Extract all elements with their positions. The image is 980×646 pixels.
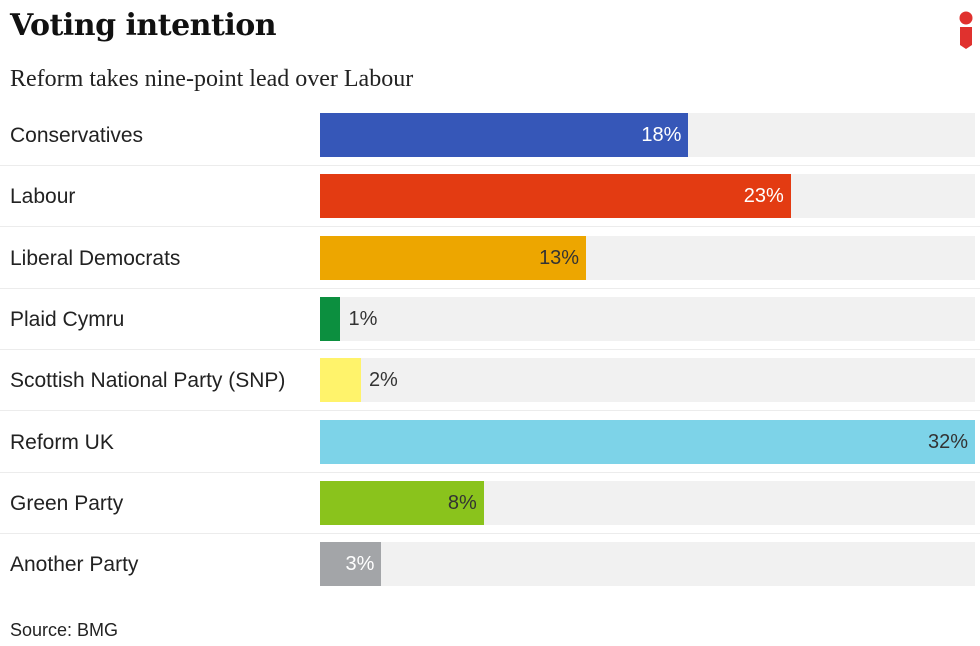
row-divider [0, 410, 980, 412]
source-note: Source: BMG [10, 620, 119, 640]
row-divider [0, 471, 980, 473]
bar-track: 13% [320, 235, 975, 280]
value-label: 32% [927, 430, 968, 453]
bar-row: Plaid Cymru 1% [0, 289, 980, 350]
category-label: Another Party [10, 553, 139, 577]
bar [320, 542, 382, 587]
value-label: 3% [345, 553, 375, 576]
row-divider [0, 532, 980, 534]
category-label: Green Party [10, 491, 124, 515]
category-label: Reform UK [10, 430, 114, 454]
bar-row: Scottish National Party (SNP) 2% [0, 350, 980, 412]
bar [320, 296, 341, 341]
bar-row: Liberal Democrats 13% [0, 228, 980, 289]
bar-track: 2% [320, 358, 975, 403]
chart-title: Voting intention [10, 8, 277, 43]
category-label: Labour [10, 185, 76, 209]
bar-row: Another Party 3% [0, 534, 980, 595]
chart-subtitle: Reform takes nine-point lead over Labour [10, 66, 414, 92]
row-divider [0, 348, 980, 350]
bar [320, 480, 484, 525]
category-label: Scottish National Party (SNP) [10, 369, 286, 393]
i-logo-icon [959, 11, 973, 49]
value-label: 8% [447, 491, 477, 514]
bar [320, 419, 975, 464]
category-label: Plaid Cymru [10, 307, 125, 331]
category-label: Liberal Democrats [10, 246, 181, 270]
bar-row: Reform UK 32% [0, 412, 980, 473]
value-label: 2% [368, 369, 398, 392]
row-divider [0, 165, 980, 166]
row-divider [0, 226, 980, 228]
value-label: 23% [743, 185, 784, 208]
bar [320, 174, 791, 219]
row-divider [0, 287, 980, 289]
bar-track: 18% [320, 113, 975, 157]
bar-row: Conservatives 18% [0, 105, 980, 166]
bar [320, 358, 361, 403]
category-label: Conservatives [10, 124, 144, 147]
bar [320, 235, 587, 280]
bar-track: 23% [320, 174, 975, 219]
bar-track: 1% [320, 296, 975, 341]
bar [320, 113, 689, 157]
bar-track: 8% [320, 480, 975, 525]
value-label: 1% [348, 307, 378, 330]
bar-track: 3% [320, 542, 975, 587]
bar-row: Labour 23% [0, 166, 980, 228]
value-label: 13% [539, 246, 580, 269]
bar-row: Green Party 8% [0, 473, 980, 534]
bar-track: 32% [320, 419, 975, 464]
value-label: 18% [641, 124, 682, 146]
